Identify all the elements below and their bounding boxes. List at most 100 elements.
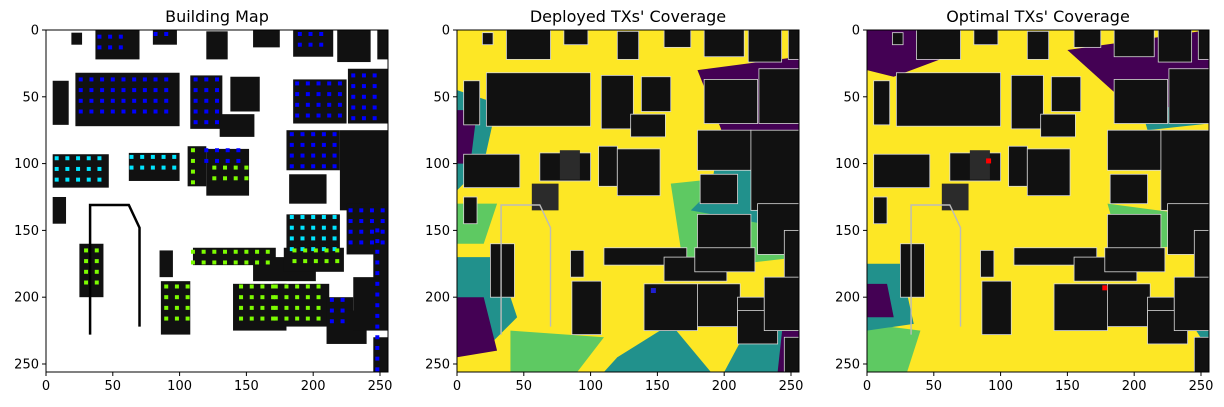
marker-point bbox=[324, 248, 329, 253]
marker-point bbox=[84, 280, 89, 285]
building-shaded bbox=[941, 183, 969, 211]
marker-point bbox=[303, 248, 308, 253]
marker-point bbox=[110, 77, 115, 82]
building bbox=[787, 30, 799, 60]
marker-point bbox=[321, 236, 326, 241]
building bbox=[783, 229, 799, 285]
marker-point bbox=[190, 169, 195, 174]
building bbox=[159, 250, 173, 278]
marker-point bbox=[289, 164, 294, 169]
marker-point bbox=[311, 132, 316, 137]
y-tick-label: 150 bbox=[835, 224, 860, 239]
building bbox=[873, 80, 891, 126]
building bbox=[981, 280, 1012, 335]
marker-point bbox=[316, 102, 321, 107]
marker-point bbox=[164, 77, 169, 82]
building bbox=[71, 32, 83, 45]
marker-point bbox=[142, 98, 147, 103]
building bbox=[373, 337, 388, 372]
marker-point bbox=[172, 154, 177, 159]
marker-point bbox=[223, 260, 228, 265]
building bbox=[1104, 247, 1166, 273]
marker-point bbox=[185, 284, 190, 289]
building bbox=[337, 30, 371, 63]
marker-point bbox=[340, 308, 345, 313]
marker-point bbox=[185, 305, 190, 310]
marker-point bbox=[295, 305, 300, 310]
building bbox=[353, 277, 388, 331]
building bbox=[1157, 30, 1193, 63]
building bbox=[1113, 30, 1155, 58]
marker-point bbox=[289, 142, 294, 147]
marker-point bbox=[332, 164, 337, 169]
marker-point bbox=[239, 316, 244, 321]
y-tick-label: 0 bbox=[852, 24, 860, 39]
marker-point bbox=[327, 113, 332, 118]
marker-point bbox=[332, 142, 337, 147]
marker-point bbox=[121, 109, 126, 114]
marker-point bbox=[215, 120, 219, 125]
marker-point bbox=[297, 42, 302, 47]
y-tick-label: 100 bbox=[425, 157, 450, 172]
marker-point bbox=[337, 113, 342, 118]
marker-point bbox=[284, 316, 289, 321]
y-tick-label: 150 bbox=[14, 224, 39, 239]
marker-point bbox=[204, 158, 209, 163]
marker-point bbox=[375, 367, 380, 372]
plot-frame bbox=[866, 29, 1210, 373]
marker-point bbox=[273, 305, 278, 310]
marker-point bbox=[78, 98, 83, 103]
marker-point bbox=[295, 113, 300, 118]
marker-point bbox=[150, 165, 155, 170]
marker-point bbox=[300, 215, 305, 220]
marker-point bbox=[164, 316, 169, 321]
marker-point bbox=[65, 156, 70, 161]
panel-building-map: Building Map 0 50 100 150 200 250050100150200… bbox=[14, 7, 392, 394]
marker-point bbox=[249, 316, 254, 321]
y-tick-label: 250 bbox=[835, 357, 860, 372]
marker-point bbox=[244, 249, 249, 254]
marker-point bbox=[153, 109, 158, 114]
marker-point bbox=[375, 356, 380, 361]
x-tick-label: 200 bbox=[1122, 379, 1147, 394]
marker-point bbox=[321, 142, 326, 147]
marker-point bbox=[303, 259, 308, 264]
building-shaded bbox=[531, 183, 559, 211]
building bbox=[1026, 30, 1050, 60]
marker-point bbox=[313, 259, 318, 264]
marker-point bbox=[121, 77, 126, 82]
marker-point bbox=[329, 319, 334, 324]
marker-point bbox=[305, 102, 310, 107]
marker-point bbox=[332, 225, 337, 230]
marker-point bbox=[84, 248, 89, 253]
marker-point bbox=[132, 88, 137, 93]
marker-point bbox=[100, 77, 105, 82]
building bbox=[747, 30, 783, 63]
marker-point bbox=[271, 316, 276, 321]
marker-point bbox=[311, 153, 316, 158]
marker-point bbox=[204, 120, 209, 125]
building bbox=[570, 250, 585, 278]
marker-point bbox=[361, 73, 366, 78]
marker-point bbox=[185, 295, 190, 300]
marker-point bbox=[239, 305, 244, 310]
y-tick-label: 0 bbox=[442, 24, 450, 39]
building bbox=[1008, 145, 1028, 187]
marker-point bbox=[372, 105, 377, 110]
marker-point bbox=[327, 92, 332, 97]
marker-point bbox=[164, 109, 169, 114]
marker-point bbox=[121, 98, 126, 103]
coverage-none-region bbox=[457, 297, 498, 358]
marker-point bbox=[284, 284, 289, 289]
marker-point bbox=[300, 236, 305, 241]
marker-point bbox=[78, 109, 83, 114]
marker-point bbox=[372, 116, 377, 121]
marker-point bbox=[129, 154, 134, 159]
marker-point bbox=[255, 249, 260, 254]
marker-point bbox=[153, 77, 158, 82]
marker-point bbox=[260, 295, 265, 300]
marker-point bbox=[369, 219, 374, 224]
marker-point bbox=[150, 154, 155, 159]
marker-point bbox=[65, 177, 70, 182]
marker-point bbox=[337, 81, 342, 86]
